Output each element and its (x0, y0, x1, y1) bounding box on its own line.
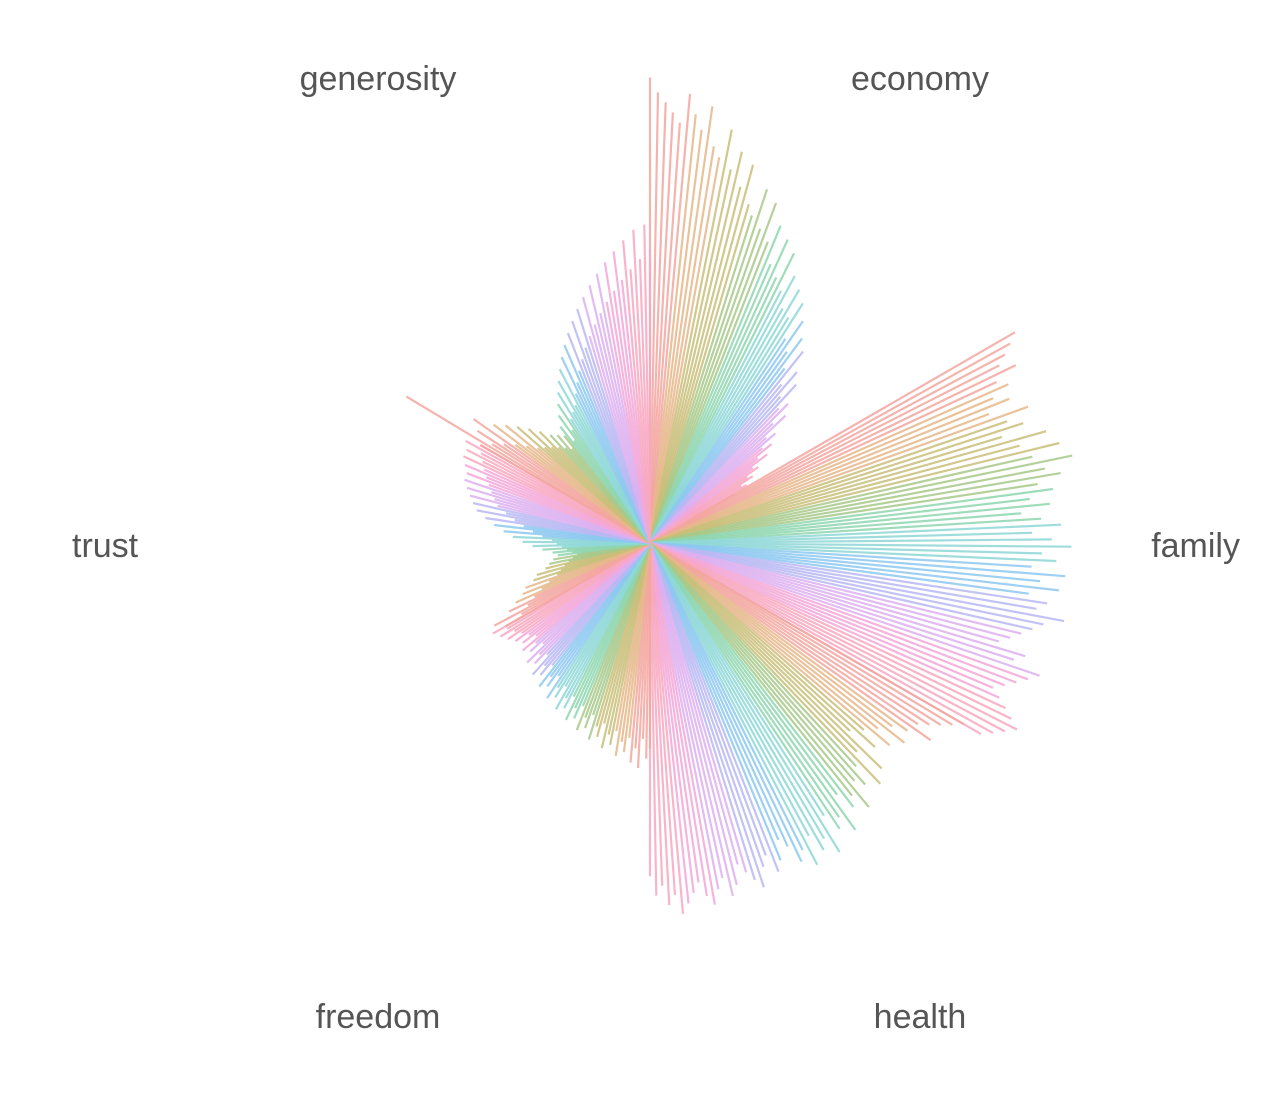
spoke-family-11 (649, 420, 1008, 545)
spoke-family-25 (649, 512, 1022, 545)
category-label-trust: trust (72, 527, 139, 565)
spoke-economy-13 (648, 151, 743, 544)
spoke-family-51 (649, 541, 1006, 687)
spoke-family-35 (649, 541, 1041, 583)
spoke-family-58 (649, 542, 994, 734)
spoke-family-27 (649, 523, 1062, 545)
spoke-family-46 (649, 541, 1026, 658)
spoke-economy-12 (648, 169, 732, 544)
spoke-economy-11 (648, 129, 733, 544)
spoke-economy-10 (648, 157, 721, 544)
spoke-family-6 (649, 383, 1009, 545)
category-label-economy: economy (851, 60, 989, 98)
spokes-group (405, 77, 1073, 914)
spoke-economy-1 (648, 92, 660, 544)
spoke-health-54 (648, 542, 685, 914)
spoke-family-33 (649, 541, 1032, 568)
spoke-economy-5 (648, 93, 692, 544)
spoke-family-30 (649, 541, 1072, 548)
spoke-family-20 (649, 472, 1061, 545)
spoke-economy-9 (648, 146, 715, 544)
spoke-economy-15 (648, 164, 755, 544)
spoke-family-55 (649, 542, 1012, 720)
spoke-economy-7 (648, 129, 703, 544)
spoke-family-21 (649, 483, 1038, 545)
spoke-family-5 (649, 381, 998, 544)
spoke-family-23 (649, 497, 1030, 545)
spoke-family-4 (649, 364, 1017, 544)
spoke-family-16 (649, 441, 1060, 545)
spoke-family-17 (649, 455, 1033, 545)
spoke-family-57 (649, 542, 1006, 733)
spoke-economy-2 (648, 102, 667, 544)
spoke-family-26 (649, 517, 1042, 545)
spoke-family-1 (649, 342, 1011, 544)
spoke-economy-4 (648, 122, 681, 544)
spoke-family-12 (649, 422, 1024, 545)
spoke-family-49 (649, 541, 1029, 681)
spoke-family-10 (649, 405, 1029, 545)
spoke-family-41 (649, 541, 1044, 626)
spoke-family-42 (649, 541, 1033, 631)
spoke-family-31 (649, 541, 1042, 555)
spoke-family-14 (649, 430, 1047, 545)
spoke-family-39 (649, 541, 1037, 610)
spoke-family-8 (649, 397, 1010, 545)
spoke-family-32 (649, 541, 1057, 563)
spoke-family-22 (649, 487, 1054, 545)
spoke-family-53 (649, 541, 1000, 699)
spoke-economy-6 (648, 114, 697, 544)
category-label-freedom: freedom (316, 998, 441, 1036)
spoke-family-37 (649, 541, 1029, 595)
spoke-family-47 (649, 541, 1015, 661)
spoke-family-28 (649, 531, 1033, 545)
spoke-family-24 (649, 502, 1051, 545)
spoke-economy-3 (648, 112, 674, 544)
category-label-health: health (874, 998, 967, 1036)
spoke-family-36 (649, 541, 1060, 592)
spoke-family-15 (649, 444, 1020, 545)
spoke-family-40 (649, 541, 1065, 623)
spoke-family-38 (649, 541, 1048, 605)
spoke-family-56 (649, 542, 1018, 731)
spoke-family-18 (649, 454, 1073, 545)
spoke-economy-8 (648, 106, 714, 544)
spoke-family-3 (649, 364, 1000, 544)
spoke-family-54 (649, 542, 1006, 710)
category-label-family: family (1151, 527, 1240, 565)
category-label-generosity: generosity (300, 60, 457, 98)
spoke-family-29 (649, 538, 1052, 545)
spoke-family-19 (649, 467, 1046, 545)
spoke-family-48 (649, 541, 1040, 677)
spoke-family-34 (649, 541, 1066, 578)
spoke-family-0 (649, 331, 1016, 544)
spoke-family-50 (649, 541, 1017, 684)
spoke-family-43 (649, 541, 1022, 635)
spoke-family-2 (649, 353, 1006, 544)
